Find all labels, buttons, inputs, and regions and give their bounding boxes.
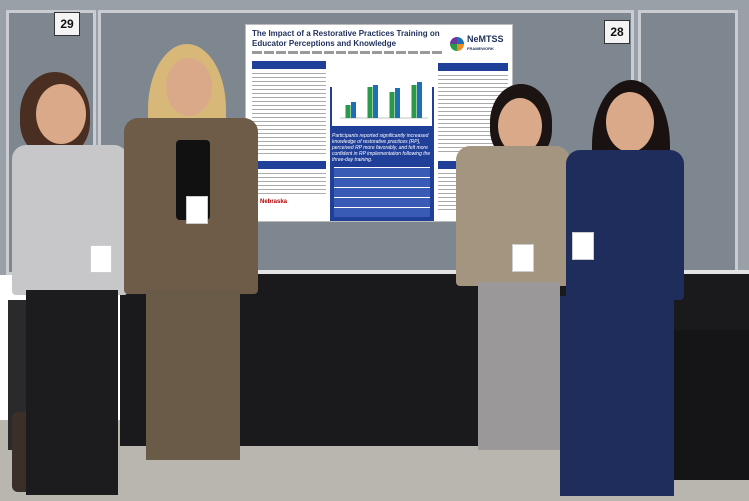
poster-results-table [334,167,430,217]
section-text-left [252,73,326,155]
person-1-face [36,84,86,144]
section-header-participants [252,161,326,169]
nebraska-logo: Nebraska [260,199,288,205]
poster-authors [252,51,442,54]
logo-subtext: FRAMEWORK [467,46,494,51]
chart-bar [373,85,378,118]
section-header-left [252,61,326,69]
chart-bar [411,85,417,118]
person-3-face [498,98,542,154]
chart-bar [395,88,400,118]
chart-bar [345,105,351,118]
poster-title: The Impact of a Restorative Practices Tr… [252,29,440,48]
person-1-pants [26,290,118,495]
booth-number-right: 28 [604,20,630,44]
poster-logo: NeMTSS FRAMEWORK [450,35,504,53]
chart-bar [351,102,356,118]
person-3-pants [478,282,560,450]
person-4-jumpsuit-pants [560,296,674,496]
section-header-right [438,63,508,71]
chart-bar [417,82,422,118]
logo-circle-icon [450,37,464,51]
chart-bar [367,87,373,118]
person-2-badge [186,196,208,224]
person-4-face [606,92,654,152]
chart-bar [389,92,395,118]
person-3-badge [512,244,534,272]
poster-highlight-text: Participants reported significantly incr… [332,133,431,163]
person-4-badge [572,232,594,260]
person-4-jumpsuit-top [566,150,684,300]
person-2-pants [146,290,240,460]
booth-number-left: 29 [54,12,80,36]
person-2-face [166,58,212,116]
person-1-badge [90,245,112,273]
section-text-participants [252,173,326,197]
poster-bar-chart [340,82,428,119]
logo-text: NeMTSS [467,34,504,44]
